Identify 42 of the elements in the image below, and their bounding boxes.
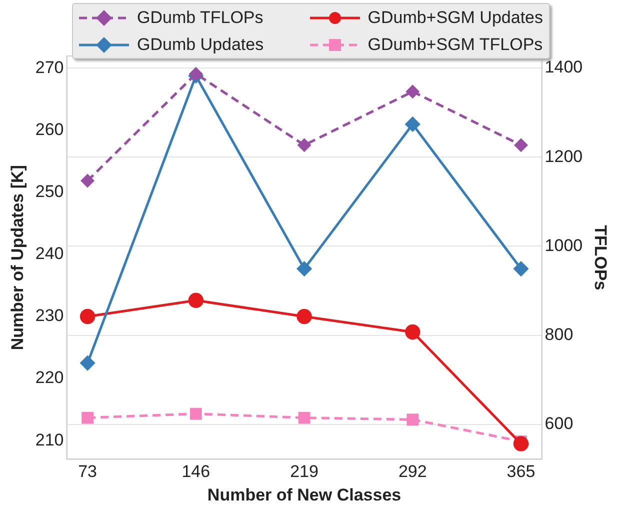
y-tick-label: 270	[35, 58, 64, 78]
point	[405, 324, 420, 340]
x-tick-label: 146	[182, 462, 210, 482]
x-tick-label: 365	[506, 462, 536, 482]
x-tick-label: 219	[290, 462, 318, 482]
y2-tick-label: 1000	[544, 236, 583, 255]
y2-axis-title: TFLOPs	[591, 225, 610, 290]
point	[190, 408, 202, 420]
point	[82, 412, 94, 424]
legend-label: GDumb Updates	[137, 34, 264, 54]
point	[298, 412, 310, 424]
x-tick-label: 292	[398, 462, 427, 482]
point	[513, 436, 529, 452]
point	[296, 308, 312, 324]
y-tick-label: 240	[35, 244, 64, 264]
y-tick-label: 260	[35, 120, 64, 140]
legend-label: GDumb+SGM TFLOPs	[368, 34, 543, 54]
point	[297, 138, 312, 152]
y2-tick-label: 800	[544, 325, 574, 344]
legend-label: GDumb+SGM Updates	[368, 8, 543, 28]
y2-tick-label: 600	[544, 414, 574, 434]
y-axis-title: Number of Updates [K]	[8, 165, 27, 350]
x-tick-label: 73	[78, 462, 98, 482]
point	[80, 308, 96, 324]
point	[188, 292, 204, 308]
point	[296, 260, 312, 277]
point	[404, 116, 420, 132]
y-tick-label: 250	[35, 182, 64, 202]
y2-tick-label: 1400	[544, 58, 583, 77]
point	[513, 260, 529, 277]
point	[406, 414, 419, 426]
point	[80, 174, 95, 188]
y-tick-label: 210	[35, 430, 64, 450]
y-tick-label: 230	[35, 306, 64, 326]
y2-tick-label: 1200	[544, 146, 583, 166]
point	[406, 84, 420, 99]
point	[80, 355, 96, 371]
point	[514, 138, 528, 152]
x-axis-title: Number of New Classes	[207, 485, 402, 504]
legend-label: GDumb TFLOPs	[137, 8, 264, 28]
y-tick-label: 220	[35, 368, 64, 388]
point	[188, 66, 203, 81]
